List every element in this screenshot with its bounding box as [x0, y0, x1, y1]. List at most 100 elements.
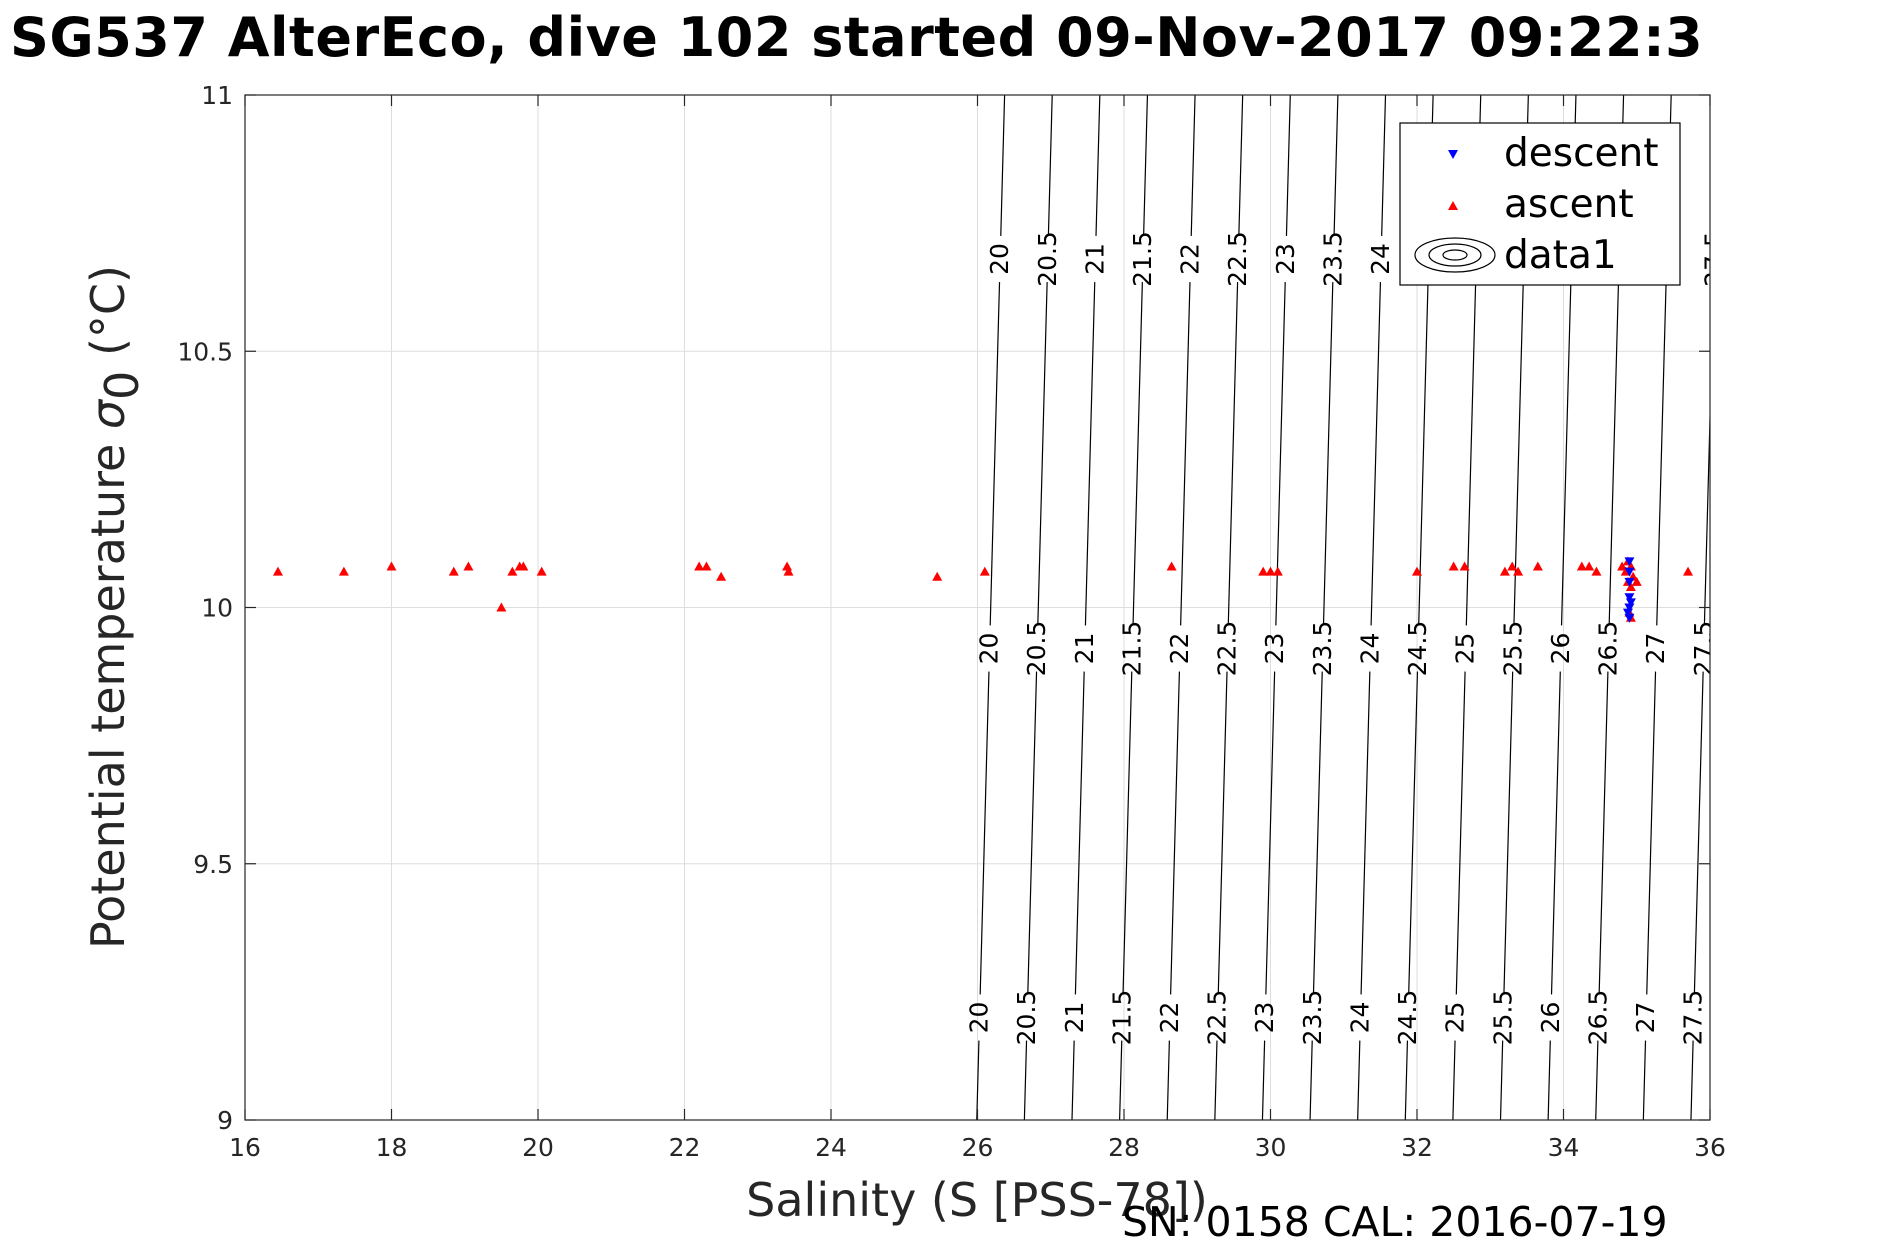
density-contour-line	[1047, 95, 1053, 236]
x-tick-label: 22	[669, 1133, 701, 1162]
density-contour-label: 22	[1155, 1002, 1184, 1034]
density-contour-label: 24	[1366, 243, 1395, 275]
density-contour-label: 21.5	[1107, 990, 1136, 1046]
density-contour-line	[1455, 671, 1466, 995]
descent-point	[1624, 603, 1635, 613]
density-contour-label: 23	[1250, 1002, 1279, 1034]
density-contour-line	[1119, 1040, 1123, 1120]
ascent-point	[979, 566, 990, 576]
x-tick-label: 32	[1401, 1133, 1433, 1162]
density-contour-label: 22	[1165, 633, 1194, 665]
density-contour-line	[1095, 95, 1101, 236]
ascent-point	[1683, 566, 1694, 576]
y-axis-label-sigma: σ	[81, 398, 135, 429]
density-contour-line	[1132, 282, 1143, 626]
density-contour-label: 21.5	[1117, 621, 1146, 677]
y-axis-label-sub: 0	[95, 371, 149, 400]
density-contour-line	[1560, 282, 1572, 626]
ascent-point	[272, 566, 283, 576]
density-contour-label: 20.5	[1012, 990, 1041, 1046]
density-contour-line	[1703, 396, 1710, 626]
y-axis-label-main: Potential temperature	[81, 429, 135, 949]
ascent-point	[1513, 566, 1524, 576]
density-contour-label: 24	[1355, 633, 1384, 665]
density-contour-line	[1360, 671, 1371, 995]
density-contour-label: 24.5	[1403, 621, 1432, 677]
density-contour-line	[1023, 1040, 1028, 1120]
ascent-point	[1584, 561, 1595, 571]
axis-ticks: 16 18 20 22 24 26 28 30 32 34 36 9 9.5 10 10.5 11	[177, 81, 1726, 1162]
descent-point	[1624, 613, 1635, 623]
ascent-point	[507, 566, 518, 576]
chart-title: SG537 AlterEco, dive 102 started 09-Nov-…	[10, 6, 1704, 69]
legend-ascent-label: ascent	[1504, 182, 1634, 227]
density-contour-line	[1550, 671, 1561, 995]
density-contour-label: 20	[985, 243, 1014, 275]
ascent-point	[1532, 561, 1543, 571]
x-tick-label: 30	[1255, 1133, 1287, 1162]
density-contour-label: 20.5	[1033, 231, 1062, 287]
ascent-point	[536, 566, 547, 576]
ascent-point	[1459, 561, 1470, 571]
ascent-point	[1507, 561, 1518, 571]
density-contour-label: 26.5	[1594, 621, 1623, 677]
x-tick-label: 20	[522, 1133, 554, 1162]
density-contour-line	[1143, 95, 1149, 236]
x-tick-label: 16	[229, 1133, 261, 1162]
density-contour-line	[1265, 671, 1276, 995]
ascent-point	[1258, 566, 1269, 576]
density-contour-line	[1238, 95, 1244, 236]
x-tick-label: 34	[1548, 1133, 1580, 1162]
density-contour-line	[1027, 671, 1038, 995]
ascent-point	[783, 566, 794, 576]
ascent-point	[463, 561, 474, 571]
density-contour-line	[1285, 95, 1291, 236]
density-contour-line	[1408, 671, 1419, 995]
density-contour-label: 20.5	[1022, 621, 1051, 677]
density-contour-line	[976, 1040, 980, 1120]
density-contour-label: 27	[1631, 1002, 1660, 1034]
density-contour-line	[1037, 282, 1048, 626]
density-contour-line	[1693, 671, 1704, 995]
x-tick-label: 18	[376, 1133, 408, 1162]
ascent-point	[932, 571, 943, 581]
density-contour-line	[1000, 95, 1006, 236]
density-contour-label: 25.5	[1488, 990, 1517, 1046]
density-contour-line	[1214, 1040, 1218, 1120]
ascent-point	[1576, 561, 1587, 571]
ascent-point	[1617, 561, 1628, 571]
density-contour-label: 21	[1060, 1002, 1089, 1034]
density-contour-line	[1370, 282, 1382, 626]
density-contour-label: 27.5	[1689, 621, 1718, 677]
density-contour-line	[1503, 671, 1514, 995]
ascent-point	[1166, 561, 1177, 571]
ascent-point	[1412, 566, 1422, 576]
density-contour-line	[1715, 95, 1719, 236]
descent-point	[1624, 567, 1635, 577]
ascent-point	[1448, 561, 1459, 571]
y-tick-label: 9	[217, 1106, 233, 1135]
ascent-point	[1499, 566, 1510, 576]
ascent-point	[782, 561, 793, 571]
density-contour-label: 20	[975, 633, 1004, 665]
density-contour-label: 21	[1080, 243, 1109, 275]
grid-lines	[245, 95, 1710, 1120]
density-contour-line	[1122, 671, 1133, 995]
data-points	[272, 556, 1694, 623]
x-axis-label: Salinity (S [PSS-78])	[746, 1173, 1208, 1227]
density-contour-label: 21.5	[1128, 231, 1157, 287]
density-contour-line	[1322, 282, 1334, 626]
density-contour-line	[1608, 282, 1620, 626]
ascent-point	[518, 561, 529, 571]
serial-calibration-footer: SN: 0158 CAL: 2016-07-19	[1122, 1198, 1668, 1246]
density-contour-label: 22.5	[1213, 621, 1242, 677]
density-contour-label: 23	[1260, 633, 1289, 665]
descent-point	[1624, 577, 1635, 587]
density-contour-line	[1217, 671, 1228, 995]
legend-contour-icon	[1414, 237, 1496, 273]
x-tick-label: 26	[962, 1133, 994, 1162]
density-contour-label: 25.5	[1498, 621, 1527, 677]
density-contour-line	[1452, 1040, 1456, 1120]
ascent-point	[1625, 582, 1636, 591]
